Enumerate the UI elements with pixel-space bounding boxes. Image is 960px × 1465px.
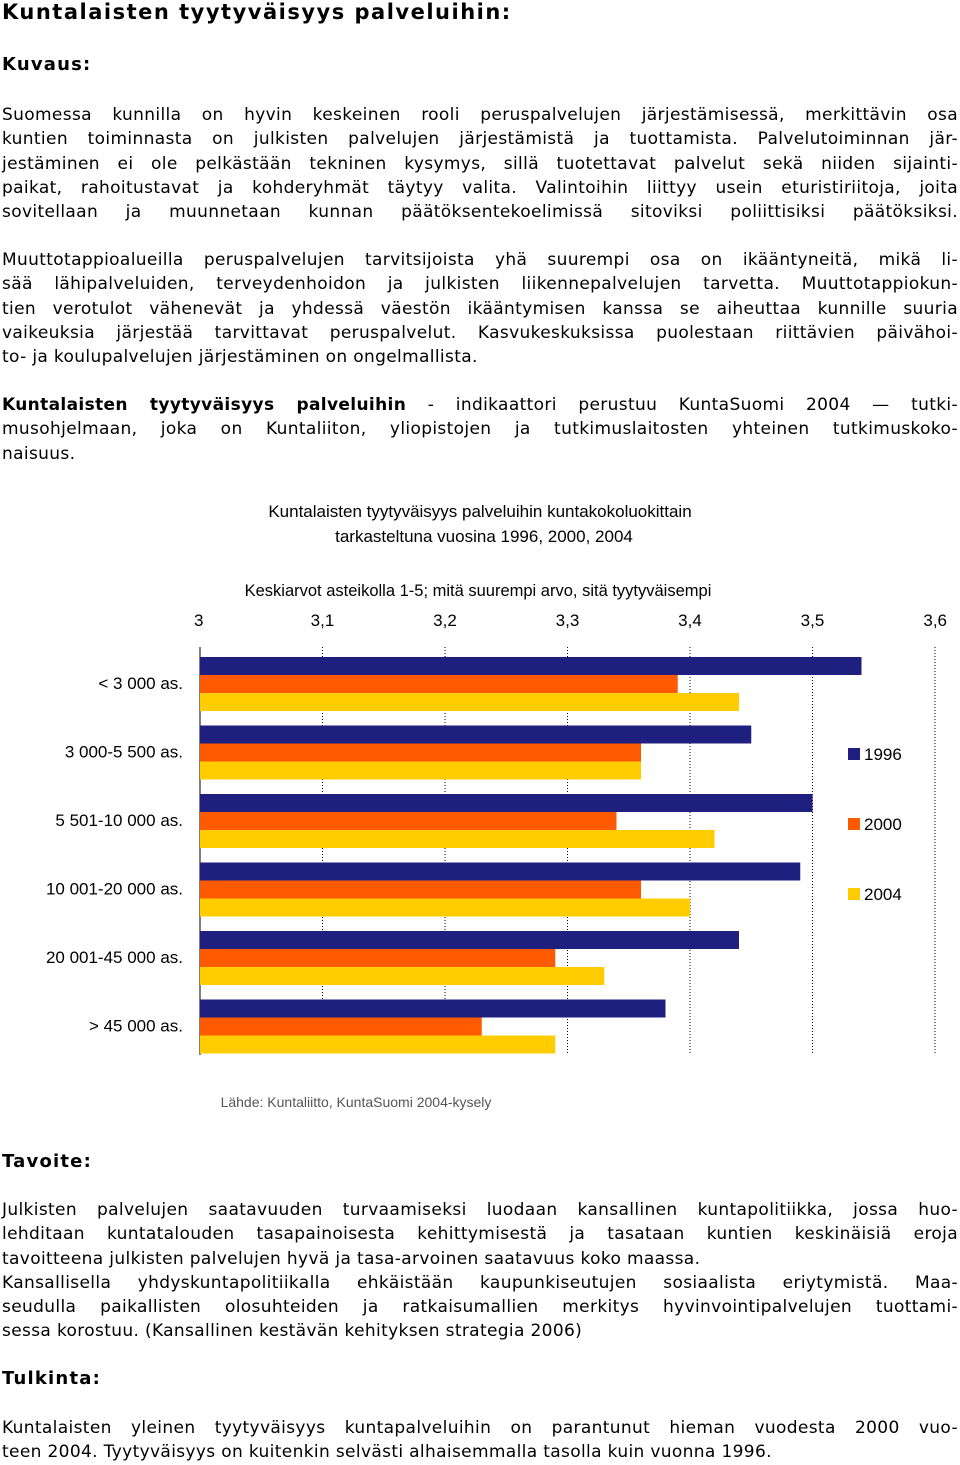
- legend-label: 2000: [864, 815, 902, 834]
- gridlines: [199, 647, 936, 1055]
- text-line: sessa korostuu. (Kansallinen kestävän ke…: [2, 1321, 583, 1342]
- kuvaus-paragraph-3: Kuntalaisten tyytyväisyys palveluihin - …: [2, 393, 958, 466]
- category-label: 10 001-20 000 as.: [46, 880, 183, 899]
- bar-2004: [200, 967, 605, 985]
- legend-swatch: [848, 888, 860, 900]
- text-span: - indikaattori perustuu KuntaSuomi 2004 …: [406, 395, 958, 415]
- bar-2000: [200, 675, 678, 693]
- bar-2004: [200, 1035, 556, 1054]
- text-line: lehditaan kuntatalouden tasapainoisesta …: [2, 1224, 958, 1245]
- category-label: 3 000-5 500 as.: [65, 743, 183, 762]
- chart-subtitle: tarkasteltuna vuosina 1996, 2000, 2004: [335, 527, 633, 546]
- tick-label: 3,5: [801, 611, 825, 630]
- text-line: kuntien toiminnasta on julkisten palvelu…: [2, 129, 958, 150]
- legend-swatch: [848, 748, 860, 760]
- text-line: Suomessa kunnilla on hyvin keskeinen roo…: [2, 105, 958, 125]
- text-line: Kuntalaisten tyytyväisyys palveluihin - …: [2, 393, 958, 417]
- bar-1996: [200, 657, 862, 675]
- axis-label: Keskiarvot asteikolla 1-5; mitä suurempi…: [245, 582, 712, 600]
- text-line: tavoitteena julkisten palvelujen hyvä ja…: [2, 1248, 701, 1269]
- kuvaus-heading: Kuvaus:: [2, 54, 92, 75]
- legend: 1996 2000 2004: [848, 745, 902, 904]
- text-line: Julkisten palvelujen saatavuuden turvaam…: [2, 1200, 958, 1220]
- text-line: musohjelmaan, joka on Kuntaliiton, yliop…: [2, 419, 958, 440]
- tick-label: 3,2: [433, 611, 457, 630]
- category-label: 20 001-45 000 as.: [46, 948, 183, 967]
- text-line: sää lähipalveluiden, terveydenhoidon ja …: [2, 274, 958, 295]
- text-line: naisuus.: [2, 443, 76, 464]
- bar-1996: [200, 862, 801, 881]
- kuvaus-paragraph-1: Suomessa kunnilla on hyvin keskeinen roo…: [2, 103, 958, 224]
- tick-label: 3,3: [556, 611, 580, 630]
- text-line: Muuttotappioalueilla peruspalvelujen tar…: [2, 250, 958, 270]
- legend-swatch: [848, 818, 860, 830]
- text-line: paikat, rahoitustavat ja kohderyhmät täy…: [2, 177, 958, 198]
- text-line: seudulla paikallisten olosuhteiden ja ra…: [2, 1297, 958, 1318]
- text-line: to- ja koulupalvelujen järjestäminen on …: [2, 347, 478, 368]
- bar-1996: [200, 725, 752, 744]
- chart-source: Lähde: Kuntaliitto, KuntaSuomi 2004-kyse…: [221, 1094, 492, 1110]
- tick-label: 3,6: [923, 611, 947, 630]
- legend-label: 2004: [864, 885, 902, 904]
- bar-2004: [200, 761, 641, 780]
- legend-label: 1996: [864, 745, 902, 764]
- text-line: vaikeuksia järjestää tarvittavat peruspa…: [2, 322, 958, 343]
- bar-2004: [200, 898, 690, 917]
- text-line: Kuntalaisten yleinen tyytyväisyys kuntap…: [2, 1418, 958, 1438]
- page-title: Kuntalaisten tyytyväisyys palveluihin:: [2, 0, 512, 24]
- category-label: < 3 000 as.: [98, 674, 183, 693]
- tulkinta-heading: Tulkinta:: [2, 1368, 101, 1389]
- bar-2000: [200, 949, 556, 967]
- bar-2004: [200, 693, 739, 711]
- text-line: Kansallisella yhdyskuntapolitiikalla ehk…: [2, 1272, 958, 1293]
- category-labels: < 3 000 as. 3 000-5 500 as. 5 501-10 000 a…: [46, 674, 183, 1036]
- kuvaus-paragraph-2: Muuttotappioalueilla peruspalvelujen tar…: [2, 248, 958, 369]
- bar-2000: [200, 812, 617, 830]
- category-label: > 45 000 as.: [89, 1017, 183, 1036]
- indicator-name: Kuntalaisten tyytyväisyys palveluihin: [2, 395, 407, 415]
- tick-label: 3,4: [678, 611, 702, 630]
- bar-1996: [200, 999, 666, 1018]
- axis-ticks: 3 3,1 3,2 3,3 3,4 3,5 3,6: [194, 611, 947, 630]
- bar-2000: [200, 880, 641, 899]
- tavoite-heading: Tavoite:: [2, 1151, 92, 1172]
- bar-2004: [200, 830, 715, 848]
- chart-title: Kuntalaisten tyytyväisyys palveluihin ku…: [268, 502, 691, 521]
- satisfaction-bar-chart: Kuntalaisten tyytyväisyys palveluihin ku…: [46, 502, 947, 1110]
- tick-label: 3,1: [311, 611, 335, 630]
- bars: [200, 657, 862, 1054]
- bar-1996: [200, 794, 813, 812]
- category-label: 5 501-10 000 as.: [55, 811, 183, 830]
- text-line: sovitellaan ja muunnetaan kunnan päätöks…: [2, 202, 958, 223]
- bar-2000: [200, 743, 641, 762]
- text-line: teen 2004. Tyytyväisyys on kuitenkin sel…: [2, 1442, 772, 1463]
- tavoite-paragraph: Julkisten palvelujen saatavuuden turvaam…: [2, 1198, 958, 1344]
- text-line: jestäminen ei ole pelkästään tekninen ky…: [2, 153, 958, 174]
- text-line: tien verotulot vähenevät ja yhdessä väes…: [2, 298, 958, 319]
- tulkinta-paragraph: Kuntalaisten yleinen tyytyväisyys kuntap…: [2, 1416, 958, 1465]
- tick-label: 3: [194, 611, 203, 630]
- bar-1996: [200, 931, 739, 949]
- bar-2000: [200, 1017, 482, 1036]
